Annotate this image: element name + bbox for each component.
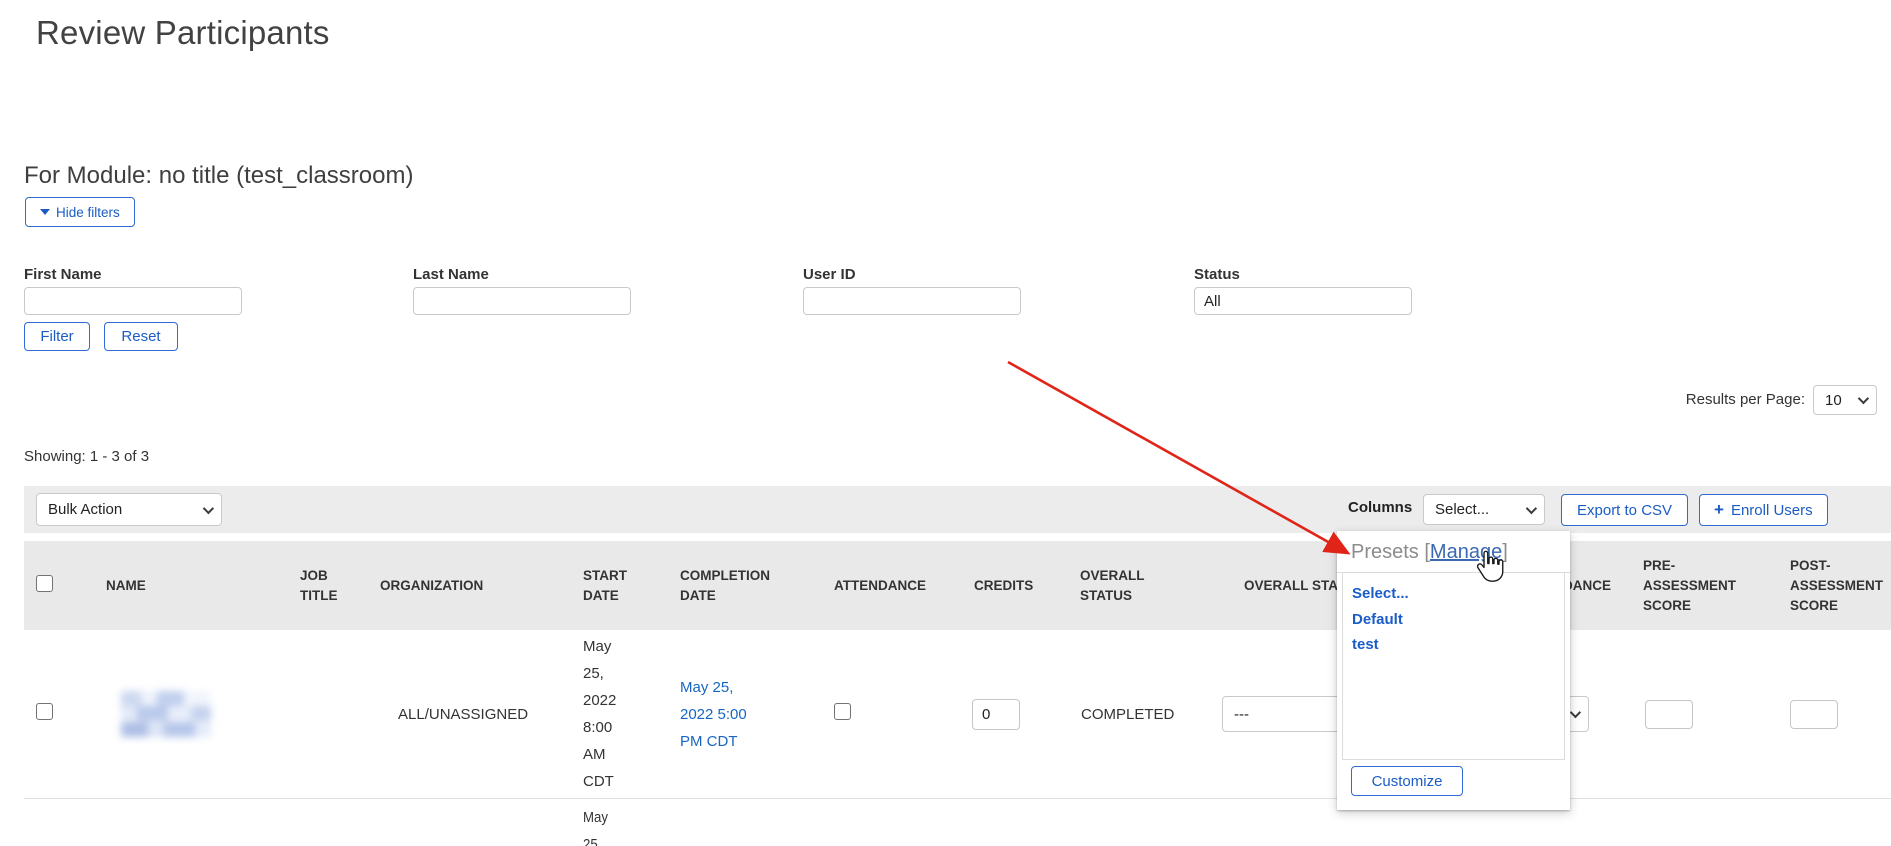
preset-option-select[interactable]: Select... — [1352, 585, 1409, 602]
customize-button[interactable]: Customize — [1351, 766, 1463, 796]
row-checkbox[interactable] — [36, 703, 53, 720]
select-all-checkbox[interactable] — [36, 574, 53, 592]
col-organization: ORGANIZATION — [380, 577, 484, 593]
col-name: NAME — [106, 577, 146, 593]
results-per-page-value: 10 — [1825, 391, 1842, 409]
columns-select-value: Select... — [1435, 501, 1490, 518]
status-input[interactable] — [1194, 287, 1412, 315]
user-id-label: User ID — [803, 266, 856, 283]
popup-divider — [1337, 572, 1570, 573]
presets-popup: Presets [Manage] Select... Default test … — [1337, 531, 1570, 810]
preset-option-default[interactable]: Default — [1352, 610, 1403, 628]
chevron-down-icon — [1857, 392, 1870, 405]
table-header-row: NAME JOB TITLE ORGANIZATION START DATE C… — [24, 541, 1891, 630]
col-overall-status: OVERALL — [1080, 567, 1145, 583]
hide-filters-label: Hide filters — [56, 204, 120, 220]
results-per-page-select[interactable]: 10 — [1813, 385, 1877, 415]
user-id-input[interactable] — [803, 287, 1021, 315]
chevron-down-icon — [1525, 502, 1538, 514]
chevron-down-icon — [202, 502, 215, 514]
last-name-input[interactable] — [413, 287, 631, 315]
col-attendance: ATTENDANCE — [834, 577, 926, 593]
last-name-label: Last Name — [413, 266, 489, 283]
overall-status-value: COMPLETED — [1081, 705, 1175, 723]
table-row: May 25, — [24, 800, 1891, 846]
status-label: Status — [1194, 266, 1240, 283]
first-name-input[interactable] — [24, 287, 242, 315]
module-subtitle: For Module: no title (test_classroom) — [24, 162, 414, 189]
start-date-value: May 25, 2022 8:00 AM CDT — [583, 638, 617, 790]
attendance-checkbox[interactable] — [834, 703, 851, 720]
filter-button[interactable]: Filter — [24, 322, 90, 351]
bulk-action-select[interactable]: Bulk Action — [36, 493, 222, 526]
manage-link[interactable]: Manage — [1429, 541, 1503, 563]
col-completion-date: COMPLETION — [680, 567, 770, 583]
export-to-csv-button[interactable]: Export to CSV — [1561, 494, 1689, 526]
participants-table: Bulk Action Columns Select... Export to … — [24, 486, 1891, 846]
columns-label: Columns — [1348, 499, 1413, 516]
post-assessment-score-input[interactable] — [1790, 699, 1838, 729]
col-credits: CREDITS — [974, 577, 1034, 593]
caret-down-icon — [40, 209, 50, 215]
showing-count: Showing: 1 - 3 of 3 — [24, 448, 150, 465]
presets-popup-title: Presets [Manage] — [1351, 541, 1508, 563]
completion-date-link[interactable]: May 25, 2022 5:00 PM CDT — [680, 678, 747, 750]
hide-filters-button[interactable]: Hide filters — [25, 197, 135, 227]
credits-input[interactable] — [972, 698, 1020, 730]
chevron-down-icon — [1569, 706, 1582, 719]
table-row: ALL/UNASSIGNED May 25, 2022 8:00 AM CDT … — [24, 630, 1891, 799]
table-toolbar: Bulk Action Columns Select... Export to … — [24, 486, 1891, 533]
organization-value: ALL/UNASSIGNED — [398, 705, 529, 723]
results-per-page-label: Results per Page: — [1685, 391, 1805, 408]
bulk-action-label: Bulk Action — [48, 501, 123, 518]
preset-option-test[interactable]: test — [1352, 636, 1379, 653]
pre-assessment-score-input[interactable] — [1645, 699, 1693, 729]
start-date-value: May 25, — [583, 809, 608, 846]
col-job-title: JOB — [300, 567, 328, 583]
col-pre-assessment-score: PRE- — [1643, 557, 1676, 573]
columns-preset-select[interactable]: Select... — [1423, 494, 1545, 525]
enroll-users-button[interactable]: + Enroll Users — [1699, 494, 1828, 526]
enroll-users-label: Enroll Users — [1730, 501, 1813, 519]
reset-button[interactable]: Reset — [104, 322, 178, 351]
col-overall-status-2: OVERALL STATUS — [1244, 577, 1365, 593]
col-post-assessment-score: POST- — [1790, 557, 1831, 573]
presets-list: Select... Default test — [1342, 573, 1565, 760]
first-name-label: First Name — [24, 266, 102, 283]
col-start-date: START — [583, 567, 627, 583]
plus-icon: + — [1714, 500, 1724, 519]
participant-name-redacted[interactable] — [121, 691, 211, 737]
page-title: Review Participants — [36, 14, 330, 51]
